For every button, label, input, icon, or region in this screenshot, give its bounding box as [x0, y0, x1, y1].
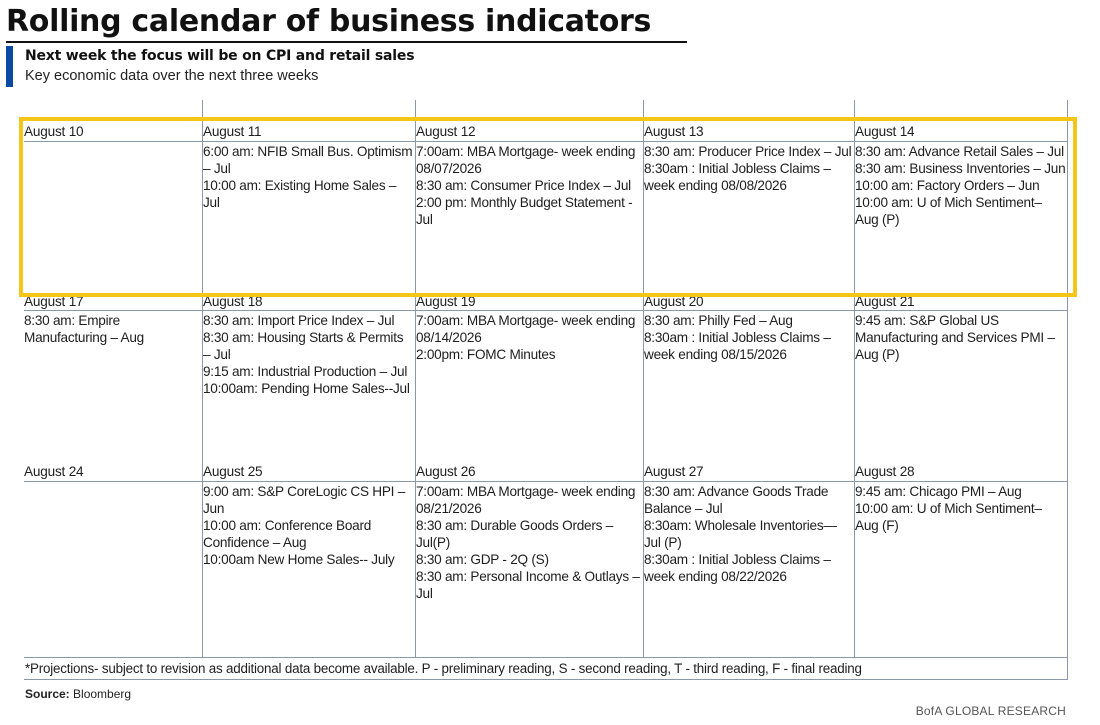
day-date: August 26: [416, 464, 476, 479]
day-events: 8:30 am: Advance Goods Trade Balance – J…: [644, 483, 852, 585]
grid-date-rule: [24, 141, 1068, 142]
day-date: August 10: [24, 124, 84, 139]
brand-footer: BofA GLOBAL RESEARCH: [915, 704, 1066, 718]
day-events: 8:30 am: Philly Fed – Aug 8:30am : Initia…: [644, 312, 852, 363]
source-label: Source:: [25, 687, 70, 701]
event-item: 8:30 am: Producer Price Index – Jul: [644, 144, 852, 159]
grid-vertical-line: [202, 100, 203, 657]
day-date: August 24: [24, 464, 84, 479]
event-item: 8:30am : Initial Jobless Claims – week e…: [644, 552, 831, 584]
subtitle-accent-bar: [6, 46, 13, 87]
event-item: 2:00 pm: Monthly Budget Statement - Jul: [416, 195, 633, 227]
event-item: 10:00 am: Factory Orders – Jun: [855, 178, 1040, 193]
event-item: 10:00am New Home Sales-- July: [203, 552, 395, 567]
day-date: August 25: [203, 464, 263, 479]
event-item: 7:00am: MBA Mortgage- week ending 08/21/…: [416, 484, 636, 516]
description: Key economic data over the next three we…: [25, 68, 319, 84]
event-item: 8:30 am: Advance Retail Sales – Jul: [855, 144, 1064, 159]
day-events: 8:30 am: Advance Retail Sales – Jul 8:30 …: [855, 143, 1067, 228]
day-date: August 12: [416, 124, 476, 139]
day-date: August 20: [644, 294, 704, 309]
day-date: August 11: [203, 124, 262, 139]
day-date: August 14: [855, 124, 915, 139]
event-item: 8:30 am: Durable Goods Orders – Jul(P): [416, 518, 614, 550]
day-date: August 18: [203, 294, 263, 309]
source-line: Source: Bloomberg: [25, 687, 131, 701]
event-item: 10:00 am: Conference Board Confidence – …: [203, 518, 372, 550]
day-events: 9:00 am: S&P CoreLogic CS HPI – Jun 10:00…: [203, 483, 413, 568]
day-events: 7:00am: MBA Mortgage- week ending 08/14/…: [416, 312, 642, 363]
event-item: 8:30 am: Business Inventories – Jun: [855, 161, 1066, 176]
event-item: 8:30 am: GDP - 2Q (S): [416, 552, 549, 567]
day-date: August 21: [855, 294, 915, 309]
event-item: 8:30 am: Consumer Price Index – Jul: [416, 178, 631, 193]
grid-vertical-line: [1067, 100, 1068, 680]
grid-vertical-line: [415, 100, 416, 657]
event-item: 8:30am : Initial Jobless Claims – week e…: [644, 330, 831, 362]
event-item: 9:45 am: Chicago PMI – Aug: [855, 484, 1022, 499]
event-item: 8:30 am: Advance Goods Trade Balance – J…: [644, 484, 829, 516]
grid-date-rule: [24, 310, 1068, 311]
event-item: 2:00pm: FOMC Minutes: [416, 347, 556, 362]
day-events: 8:30 am: Producer Price Index – Jul 8:30a…: [644, 143, 852, 194]
page-title: Rolling calendar of business indicators: [6, 4, 652, 39]
event-item: 10:00am: Pending Home Sales--Jul: [203, 381, 410, 396]
event-item: 9:00 am: S&P CoreLogic CS HPI – Jun: [203, 484, 406, 516]
day-date: August 19: [416, 294, 476, 309]
footnote: *Projections- subject to revision as add…: [25, 661, 862, 676]
grid-date-rule: [24, 481, 1068, 482]
footnote-rule: [24, 657, 1068, 658]
day-date: August 13: [644, 124, 704, 139]
day-events: 8:30 am: Empire Manufacturing – Aug: [24, 312, 202, 346]
event-item: 8:30am: Wholesale Inventories—Jul (P): [644, 518, 837, 550]
day-date: August 28: [855, 464, 915, 479]
day-events: 6:00 am: NFIB Small Bus. Optimism – Jul 1…: [203, 143, 413, 211]
event-item: 8:30 am: Import Price Index – Jul: [203, 313, 395, 328]
subtitle: Next week the focus will be on CPI and r…: [25, 48, 415, 64]
footnote-rule: [24, 679, 1068, 680]
event-item: 10:00 am: U of Mich Sentiment– Aug (P): [855, 195, 1042, 227]
grid-vertical-line: [643, 100, 644, 657]
day-events: 8:30 am: Import Price Index – Jul 8:30 am…: [203, 312, 413, 397]
event-item: 7:00am: MBA Mortgage- week ending 08/14/…: [416, 313, 636, 345]
day-date: August 17: [24, 294, 84, 309]
day-events: 9:45 am: S&P Global US Manufacturing and…: [855, 312, 1067, 363]
event-item: 9:15 am: Industrial Production – Jul: [203, 364, 408, 379]
next-week-highlight-box: [19, 117, 1077, 297]
day-events: 9:45 am: Chicago PMI – Aug 10:00 am: U of…: [855, 483, 1067, 534]
title-underline: [6, 41, 687, 43]
event-item: 7:00am: MBA Mortgage- week ending 08/07/…: [416, 144, 636, 176]
event-item: 8:30 am: Housing Starts & Permits – Jul: [203, 330, 404, 362]
event-item: 8:30 am: Personal Income & Outlays – Jul: [416, 569, 640, 601]
event-item: 8:30 am: Empire Manufacturing – Aug: [24, 313, 144, 345]
event-item: 6:00 am: NFIB Small Bus. Optimism – Jul: [203, 144, 413, 176]
event-item: 8:30am : Initial Jobless Claims – week e…: [644, 161, 831, 193]
day-date: August 27: [644, 464, 704, 479]
day-events: 7:00am: MBA Mortgage- week ending 08/07/…: [416, 143, 642, 228]
source-text: Bloomberg: [73, 687, 132, 701]
day-events: 7:00am: MBA Mortgage- week ending 08/21/…: [416, 483, 642, 602]
event-item: 10:00 am: U of Mich Sentiment– Aug (F): [855, 501, 1042, 533]
grid-vertical-line: [854, 100, 855, 657]
event-item: 8:30 am: Philly Fed – Aug: [644, 313, 793, 328]
event-item: 10:00 am: Existing Home Sales – Jul: [203, 178, 397, 210]
event-item: 9:45 am: S&P Global US Manufacturing and…: [855, 313, 1055, 362]
